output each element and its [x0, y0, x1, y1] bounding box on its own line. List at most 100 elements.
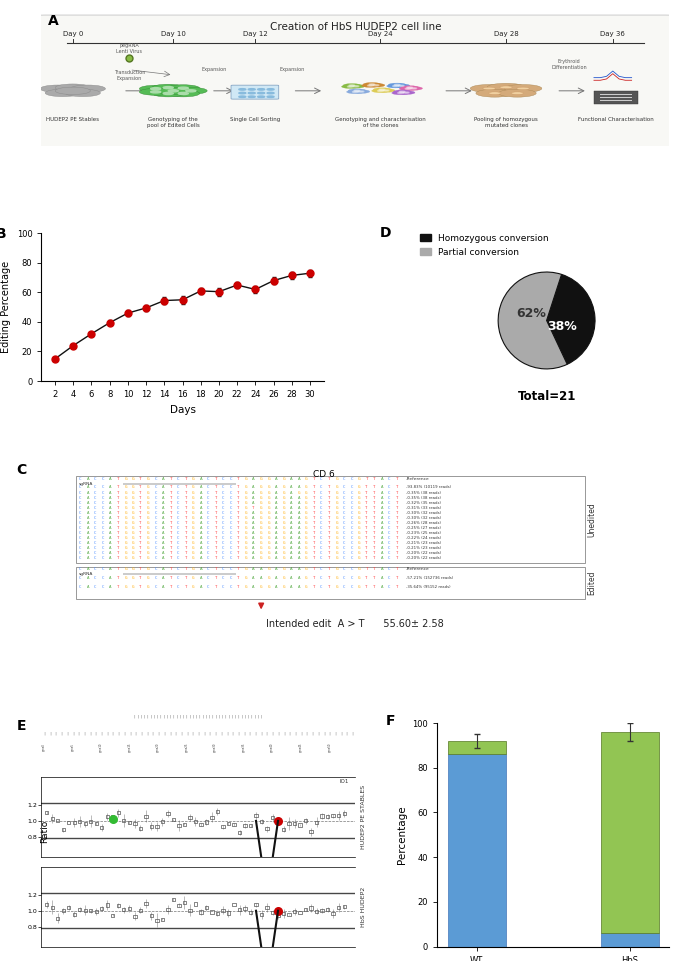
Text: G: G	[268, 510, 270, 515]
Text: A: A	[275, 530, 277, 534]
FancyBboxPatch shape	[76, 476, 584, 563]
Text: C: C	[101, 541, 104, 545]
Text: A: A	[380, 551, 383, 554]
Text: T: T	[313, 576, 315, 579]
Text: C: C	[101, 477, 104, 481]
Text: A: A	[109, 521, 112, 525]
Text: T: T	[328, 485, 331, 489]
Text: Edited: Edited	[588, 571, 597, 595]
Text: A: A	[162, 526, 164, 530]
Text: A: A	[87, 551, 89, 554]
Point	[245, 818, 256, 833]
Text: C: C	[207, 555, 210, 560]
Text: G: G	[132, 576, 135, 579]
Text: A: A	[253, 536, 255, 540]
Text: G: G	[358, 551, 360, 554]
Text: G: G	[282, 485, 285, 489]
Text: T: T	[373, 477, 375, 481]
Text: G: G	[245, 490, 247, 495]
Text: T: T	[328, 530, 331, 534]
Text: G: G	[305, 516, 308, 520]
Text: C: C	[101, 505, 104, 509]
Text: G: G	[260, 477, 262, 481]
Text: |: |	[271, 732, 273, 736]
Text: T: T	[328, 501, 331, 505]
Point	[223, 816, 234, 831]
Text: C: C	[230, 530, 233, 534]
Text: C: C	[388, 584, 391, 589]
Text: T: T	[328, 521, 331, 525]
Text: G: G	[335, 541, 338, 545]
Text: C: C	[320, 505, 323, 509]
Point	[124, 815, 135, 830]
Text: G: G	[132, 546, 135, 550]
Text: G: G	[305, 530, 308, 534]
Text: T: T	[170, 584, 172, 589]
Text: C: C	[79, 505, 81, 509]
Text: T: T	[395, 567, 398, 571]
Point	[284, 907, 295, 923]
Text: G: G	[282, 551, 285, 554]
Text: G: G	[268, 546, 270, 550]
Text: C: C	[343, 584, 345, 589]
Text: T: T	[313, 584, 315, 589]
Text: G: G	[132, 551, 135, 554]
Text: C: C	[320, 584, 323, 589]
Text: G: G	[305, 505, 308, 509]
Text: A: A	[199, 541, 202, 545]
Point	[119, 902, 130, 918]
Point	[190, 897, 201, 912]
Point	[217, 819, 228, 834]
Text: Creation of HbS HUDEP2 cell line: Creation of HbS HUDEP2 cell line	[270, 22, 441, 33]
Text: T: T	[395, 501, 398, 505]
Text: A: A	[253, 477, 255, 481]
Text: A: A	[109, 505, 112, 509]
Bar	[600, 94, 631, 95]
Text: C: C	[177, 496, 179, 500]
Text: C: C	[94, 516, 97, 520]
Text: Day 28: Day 28	[493, 31, 518, 37]
Text: A: A	[162, 516, 164, 520]
Text: Day 10: Day 10	[161, 31, 186, 37]
Circle shape	[383, 90, 389, 91]
Point	[250, 808, 262, 824]
Text: A: A	[253, 490, 255, 495]
Text: C: C	[207, 536, 210, 540]
Text: G: G	[282, 516, 285, 520]
Text: C: C	[343, 546, 345, 550]
Text: G: G	[132, 567, 135, 571]
Text: C: C	[94, 510, 97, 515]
Point	[206, 809, 217, 825]
Point	[250, 897, 262, 912]
Text: T: T	[139, 516, 142, 520]
Point	[124, 900, 135, 916]
Text: G: G	[260, 505, 262, 509]
Text: T: T	[373, 584, 375, 589]
Text: G: G	[192, 496, 195, 500]
Circle shape	[257, 96, 265, 97]
Text: A: A	[380, 521, 383, 525]
Text: |: |	[203, 732, 205, 736]
Text: C: C	[207, 490, 210, 495]
Text: A: A	[199, 576, 202, 579]
Point	[262, 821, 273, 836]
Text: T: T	[373, 490, 375, 495]
Y-axis label: Percentage: Percentage	[397, 805, 406, 864]
Text: T: T	[366, 555, 368, 560]
Text: T: T	[170, 477, 172, 481]
Text: T: T	[237, 567, 240, 571]
Text: T: T	[328, 546, 331, 550]
Text: A: A	[109, 496, 112, 500]
Text: A: A	[199, 530, 202, 534]
Circle shape	[175, 87, 207, 94]
Text: C: C	[320, 501, 323, 505]
Text: A: A	[162, 501, 164, 505]
Point	[306, 824, 317, 839]
Text: C: C	[155, 526, 157, 530]
Text: G: G	[260, 485, 262, 489]
Text: C: C	[222, 505, 225, 509]
Text: G: G	[305, 510, 308, 515]
Text: C: C	[94, 501, 97, 505]
Circle shape	[373, 87, 391, 91]
Text: A: A	[87, 584, 89, 589]
